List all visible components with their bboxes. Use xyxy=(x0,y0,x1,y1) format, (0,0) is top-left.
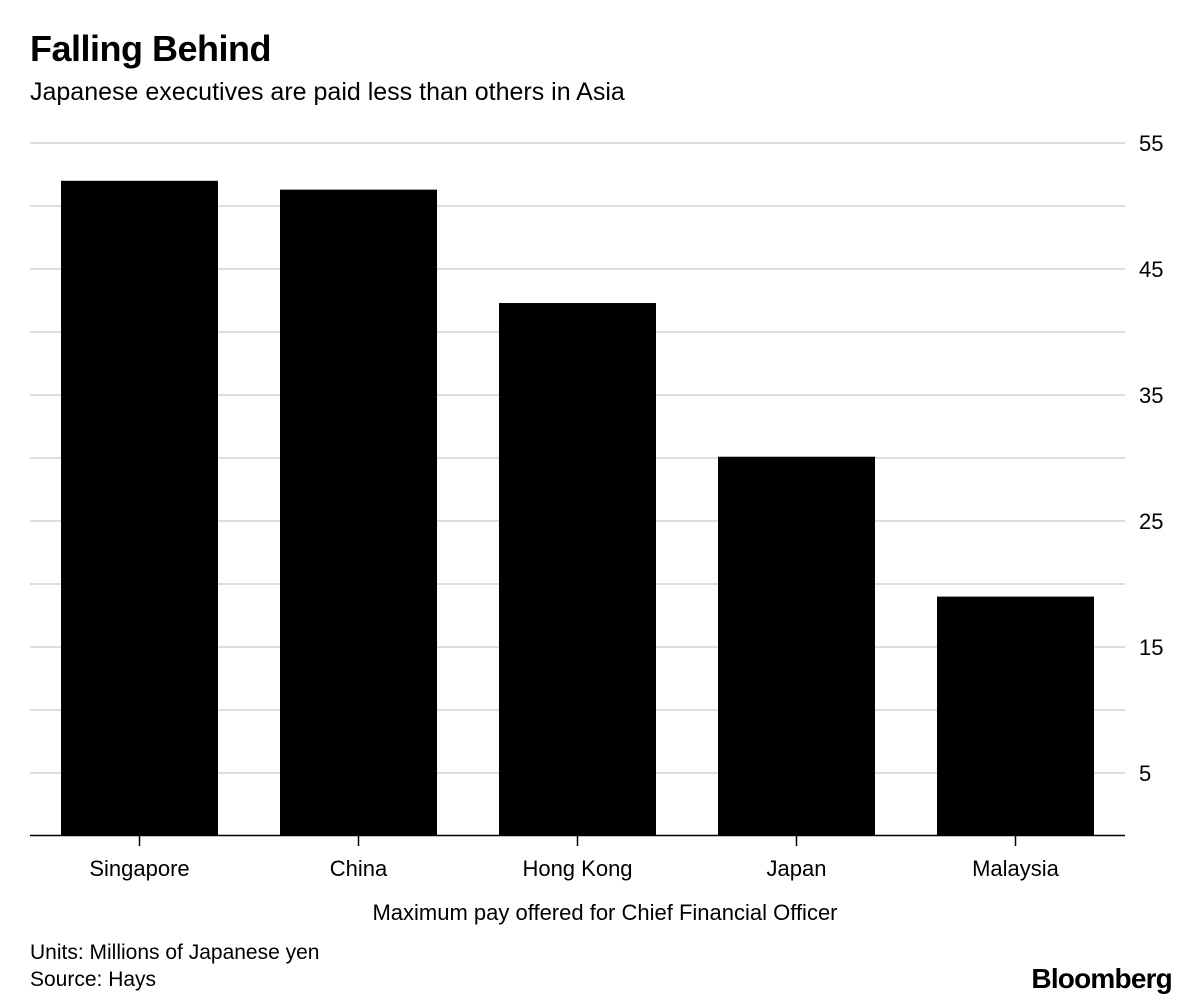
x-axis-tick-labels: Singapore China Hong Kong Japan Malaysia xyxy=(89,856,1059,881)
bar xyxy=(61,180,218,837)
y-tick-label: 25 xyxy=(1139,509,1163,534)
x-axis xyxy=(30,834,1125,846)
x-tick-label: China xyxy=(330,856,388,881)
y-tick-label: 35 xyxy=(1139,383,1163,408)
units-note: Units: Millions of Japanese yen xyxy=(30,941,320,964)
x-tick-label: Japan xyxy=(767,856,827,881)
source-note: Source: Hays xyxy=(30,968,157,991)
bar xyxy=(280,189,437,836)
x-axis-title: Maximum pay offered for Chief Financial … xyxy=(372,900,838,925)
y-tick-label: 5 xyxy=(1139,761,1151,786)
chart-subtitle: Japanese executives are paid less than o… xyxy=(30,78,625,106)
chart-title: Falling Behind xyxy=(30,28,272,69)
y-tick-label: 55 xyxy=(1139,131,1163,156)
bar xyxy=(718,456,875,836)
x-tick-label: Hong Kong xyxy=(522,856,632,881)
bars xyxy=(61,180,1094,837)
y-tick-label: 15 xyxy=(1139,635,1163,660)
bloomberg-logo: Bloomberg xyxy=(1031,963,1172,994)
x-tick-label: Malaysia xyxy=(972,856,1060,881)
x-tick-label: Singapore xyxy=(89,856,189,881)
bar xyxy=(937,596,1094,836)
bar xyxy=(499,303,656,836)
y-axis-tick-labels: 5 15 25 35 45 55 xyxy=(1139,131,1163,786)
y-tick-label: 45 xyxy=(1139,257,1163,282)
